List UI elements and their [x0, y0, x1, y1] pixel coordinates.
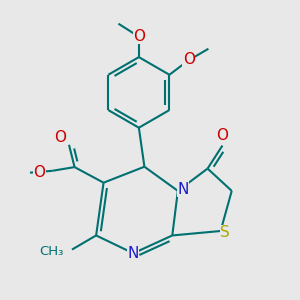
- Text: N: N: [178, 182, 189, 196]
- Text: O: O: [183, 52, 195, 67]
- Text: O: O: [54, 130, 66, 145]
- Text: O: O: [34, 165, 46, 180]
- Text: S: S: [220, 225, 230, 240]
- Text: N: N: [128, 246, 139, 261]
- Text: O: O: [133, 29, 145, 44]
- Text: O: O: [216, 128, 228, 142]
- Text: CH₃: CH₃: [39, 245, 64, 258]
